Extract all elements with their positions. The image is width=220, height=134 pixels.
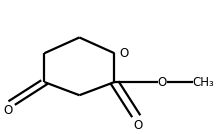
Text: O: O xyxy=(158,76,167,89)
Text: CH₃: CH₃ xyxy=(192,76,214,89)
Text: O: O xyxy=(120,47,129,60)
Text: O: O xyxy=(134,119,143,132)
Text: O: O xyxy=(3,105,12,118)
